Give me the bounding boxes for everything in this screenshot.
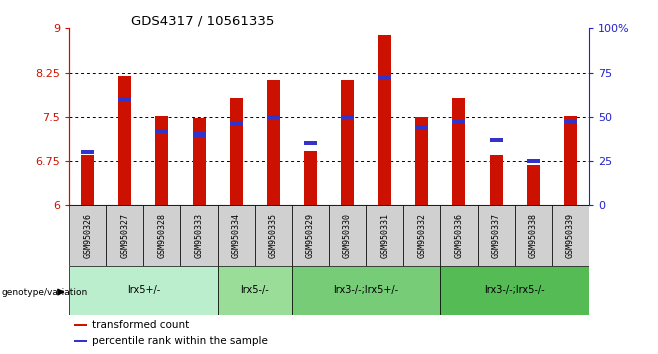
Bar [378,76,392,80]
Bar [255,205,292,266]
Bar [526,165,540,205]
Bar [155,116,168,205]
Text: GSM950329: GSM950329 [306,213,315,258]
Bar [552,205,589,266]
Bar [69,266,218,315]
Text: GSM950335: GSM950335 [269,213,278,258]
Bar [526,159,540,163]
Bar [440,205,478,266]
Bar [453,98,465,205]
Bar [564,116,577,205]
Bar [106,205,143,266]
Bar [74,324,88,326]
Bar [478,205,515,266]
Bar [74,340,88,342]
Bar [266,80,280,205]
Text: lrx3-/-;lrx5+/-: lrx3-/-;lrx5+/- [334,285,399,295]
Bar [292,266,440,315]
Bar [118,97,132,101]
Text: lrx5+/-: lrx5+/- [127,285,160,295]
Bar [415,117,428,205]
Bar [81,150,94,154]
Text: GSM950331: GSM950331 [380,213,389,258]
Text: lrx5-/-: lrx5-/- [240,285,269,295]
Bar [230,122,243,126]
Bar [341,80,354,205]
Text: lrx3-/-;lrx5-/-: lrx3-/-;lrx5-/- [484,285,545,295]
Bar [378,35,392,205]
Bar [69,205,106,266]
Text: GSM950336: GSM950336 [455,213,463,258]
Bar [266,115,280,119]
Text: GSM950327: GSM950327 [120,213,129,258]
Bar [490,138,503,142]
Bar [304,141,317,145]
Bar [118,75,132,205]
Bar [81,155,94,205]
Bar [403,205,440,266]
Bar [366,205,403,266]
Bar [515,205,552,266]
Bar [218,205,255,266]
Text: GSM950332: GSM950332 [417,213,426,258]
Bar [453,120,465,124]
Text: transformed count: transformed count [93,320,190,330]
Bar [490,155,503,205]
Bar [292,205,329,266]
Bar [193,118,205,205]
Text: GDS4317 / 10561335: GDS4317 / 10561335 [132,14,275,27]
Bar [564,120,577,124]
Bar [180,205,218,266]
Bar [218,266,292,315]
Bar [193,132,205,137]
Text: GSM950326: GSM950326 [83,213,92,258]
Bar [143,205,180,266]
Bar [230,98,243,205]
Text: GSM950328: GSM950328 [157,213,166,258]
Bar [304,151,317,205]
Bar [440,266,589,315]
Text: GSM950333: GSM950333 [195,213,203,258]
Bar [415,125,428,130]
Text: GSM950334: GSM950334 [232,213,241,258]
Text: GSM950337: GSM950337 [492,213,501,258]
Text: GSM950339: GSM950339 [566,213,575,258]
Bar [341,115,354,119]
Bar [329,205,366,266]
Text: genotype/variation: genotype/variation [1,287,88,297]
Text: percentile rank within the sample: percentile rank within the sample [93,336,268,346]
Bar [155,129,168,133]
Text: GSM950330: GSM950330 [343,213,352,258]
Text: GSM950338: GSM950338 [529,213,538,258]
